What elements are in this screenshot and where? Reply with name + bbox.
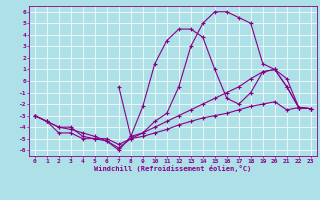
X-axis label: Windchill (Refroidissement éolien,°C): Windchill (Refroidissement éolien,°C) [94, 165, 252, 172]
